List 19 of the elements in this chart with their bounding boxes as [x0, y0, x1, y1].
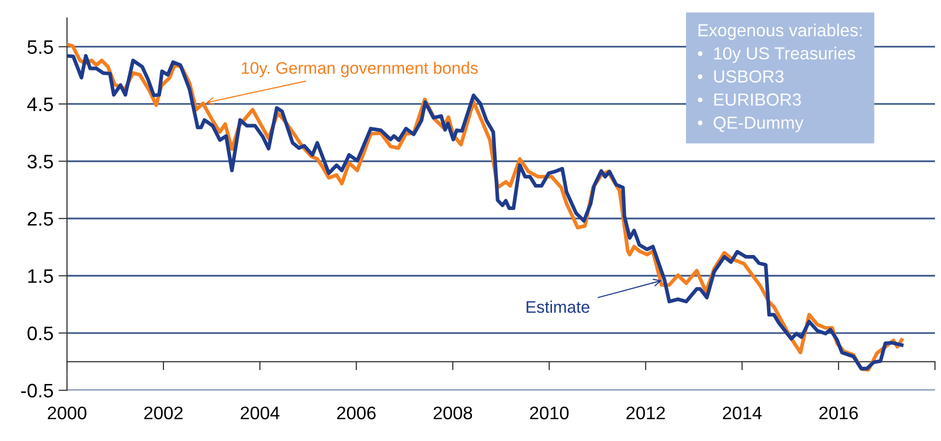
y-tick-label: 5.5 — [28, 40, 53, 54]
y-tick-label: 0.5 — [28, 326, 53, 340]
y-tick-label: 1.5 — [28, 269, 53, 283]
x-tick-label: 2012 — [626, 406, 665, 420]
annotation: Exogenous variables: • 10y US Treasuries • USBOR3 • EURIBOR3 • QE-Dummy — [698, 24, 862, 132]
text: Estimate — [526, 300, 590, 313]
series-label: 10y. German government bonds — [242, 62, 478, 78]
x-tick-label: 2002 — [144, 406, 183, 420]
x-tick-label: 2010 — [530, 406, 569, 420]
y-tick-label: 4.5 — [27, 98, 53, 112]
y-tick-label: 2.5 — [28, 212, 53, 226]
x-tick-label: 2004 — [240, 406, 280, 420]
x-tick-label: 2014 — [722, 406, 762, 420]
x-tick-label: 2000 — [48, 406, 86, 420]
x-tick-label: 2008 — [434, 406, 472, 420]
y-tick-label: 3.5 — [28, 154, 53, 168]
x-tick-label: 2016 — [819, 406, 858, 420]
x-tick-label: 2006 — [337, 406, 376, 420]
y-tick-label: -0.5 — [21, 384, 53, 398]
